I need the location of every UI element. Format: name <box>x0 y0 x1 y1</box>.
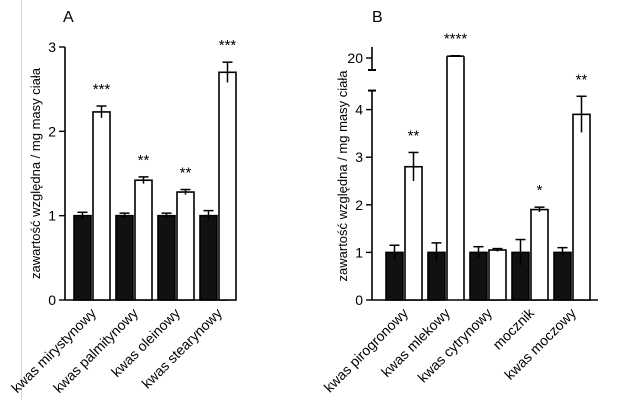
bar-control <box>157 214 176 301</box>
x-tick-label: kwas stearynowy <box>138 305 225 392</box>
y-tick-label: 20 <box>347 50 363 66</box>
y-tick-label: 1 <box>48 208 56 224</box>
bar-control <box>199 214 218 301</box>
bar-control <box>553 251 572 301</box>
bar-treated <box>404 165 423 301</box>
panel-label: B <box>372 9 383 26</box>
bar-control <box>115 214 134 301</box>
significance-label: *** <box>93 81 111 98</box>
x-tick-label: kwas cytrynowy <box>414 305 495 386</box>
bar-treated <box>572 113 591 301</box>
bar-control <box>73 214 92 301</box>
y-tick-label: 3 <box>48 39 56 55</box>
bar-treated <box>218 71 237 301</box>
y-tick-label: 4 <box>355 102 363 118</box>
y-tick-label: 1 <box>355 244 363 260</box>
y-tick-label: 2 <box>48 123 56 139</box>
significance-label: ** <box>180 165 192 182</box>
significance-label: ** <box>576 71 588 88</box>
frame-divider <box>21 0 22 400</box>
significance-label: *** <box>219 37 237 54</box>
bar-control <box>469 251 488 301</box>
y-axis-label: zawartość względna / mg masy ciała <box>335 70 350 282</box>
significance-label: **** <box>444 31 468 48</box>
y-tick-label: 2 <box>355 197 363 213</box>
significance-label: ** <box>138 152 150 169</box>
significance-label: * <box>537 182 543 199</box>
bar-treated <box>488 249 507 301</box>
bar-treated <box>92 111 111 301</box>
bar-treated <box>134 179 153 301</box>
y-axis-label: zawartość względna / mg masy ciała <box>28 67 43 279</box>
panel-label: A <box>63 9 74 26</box>
y-tick-label: 0 <box>48 292 56 308</box>
significance-label: ** <box>408 127 420 144</box>
bar-treated <box>176 191 195 301</box>
bar-treated <box>530 208 549 301</box>
y-tick-label: 3 <box>355 149 363 165</box>
y-tick-label: 0 <box>355 292 363 308</box>
